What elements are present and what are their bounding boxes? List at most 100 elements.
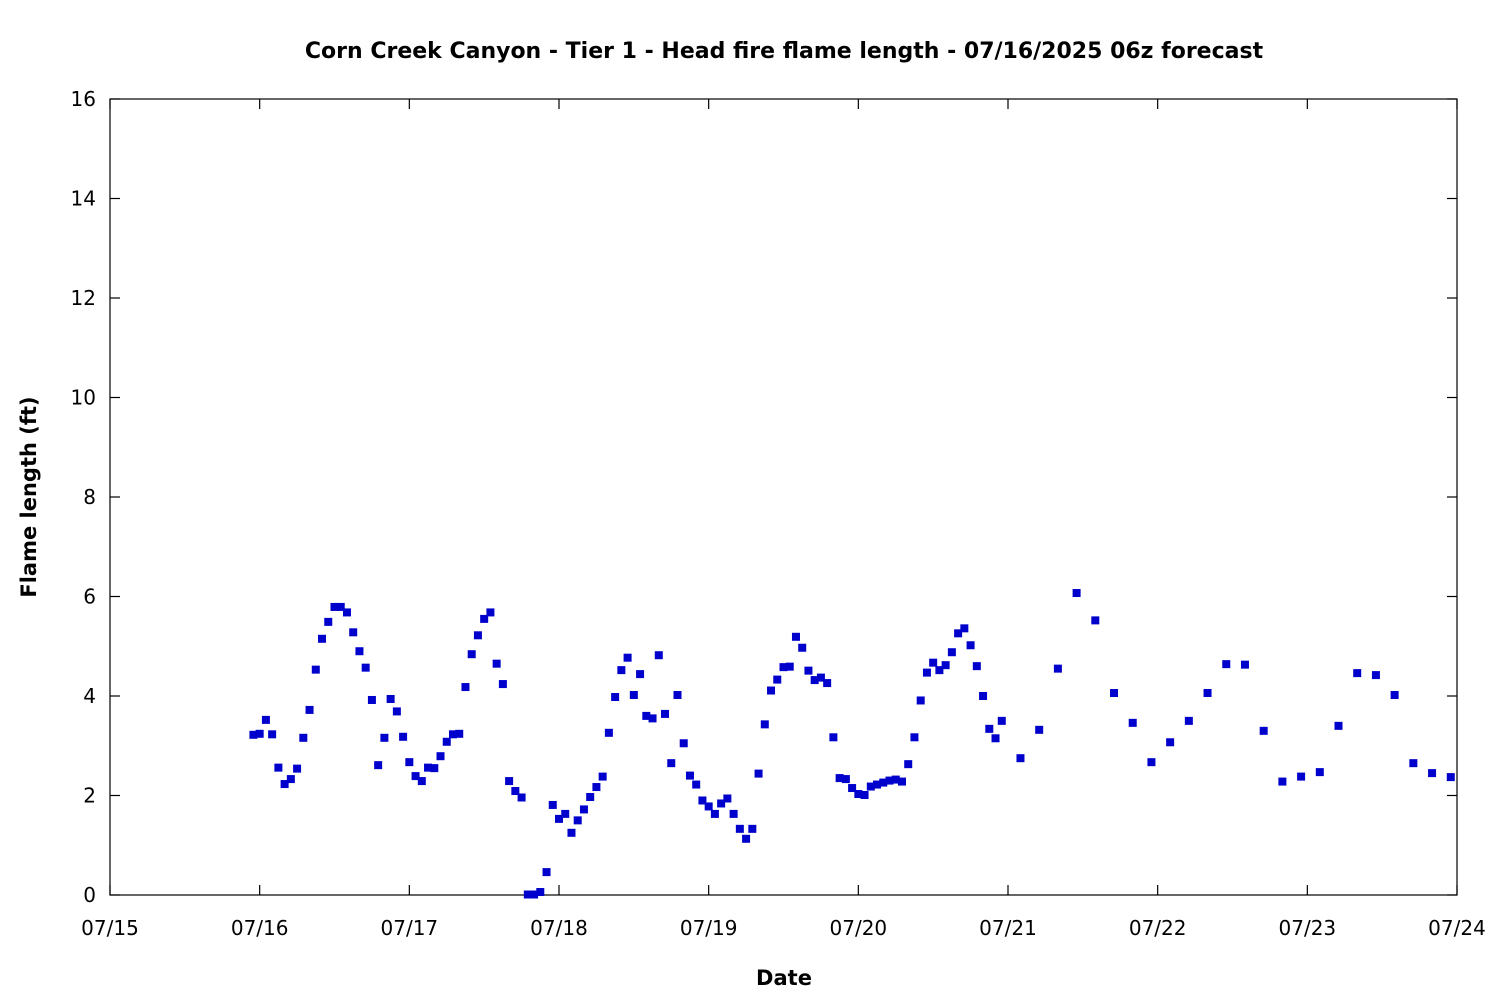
data-point xyxy=(517,793,526,802)
data-point xyxy=(904,760,913,769)
data-point xyxy=(710,809,719,818)
data-point xyxy=(991,734,1000,743)
data-point xyxy=(1428,769,1437,778)
data-point xyxy=(411,772,420,781)
data-point xyxy=(1353,669,1362,678)
data-point xyxy=(985,724,994,733)
data-point xyxy=(1072,589,1081,598)
x-tick-label: 07/24 xyxy=(1428,916,1486,940)
data-point xyxy=(735,824,744,833)
data-point xyxy=(1222,660,1231,669)
data-point xyxy=(866,782,875,791)
data-point xyxy=(1016,754,1025,763)
data-point xyxy=(249,730,258,739)
data-point xyxy=(748,824,757,833)
data-point xyxy=(1278,777,1287,786)
data-point xyxy=(717,799,726,808)
y-tick-label: 16 xyxy=(71,87,96,111)
data-point xyxy=(324,617,333,626)
data-point xyxy=(536,888,545,897)
data-point xyxy=(424,763,433,772)
data-point xyxy=(648,714,657,723)
data-point xyxy=(947,648,956,657)
data-point xyxy=(492,659,501,668)
data-point xyxy=(511,787,520,796)
y-tick-label: 12 xyxy=(71,286,96,310)
data-point xyxy=(779,663,788,672)
data-point xyxy=(854,790,863,799)
x-tick-label: 07/16 xyxy=(231,916,289,940)
data-series xyxy=(249,589,1455,899)
data-point xyxy=(417,777,426,786)
data-point xyxy=(361,663,370,672)
data-point xyxy=(548,800,557,809)
data-point xyxy=(405,758,414,767)
data-point xyxy=(617,666,626,675)
data-point xyxy=(941,661,950,670)
data-point xyxy=(430,764,439,773)
data-point xyxy=(1166,738,1175,747)
data-point xyxy=(642,711,651,720)
data-point xyxy=(910,733,919,742)
data-point xyxy=(767,686,776,695)
data-point xyxy=(673,691,682,700)
data-point xyxy=(523,890,532,899)
y-tick-label: 14 xyxy=(71,187,96,211)
data-point xyxy=(386,694,395,703)
data-point xyxy=(773,675,782,684)
data-point xyxy=(1091,616,1100,625)
data-point xyxy=(729,809,738,818)
data-point xyxy=(654,651,663,660)
data-point xyxy=(692,780,701,789)
data-point xyxy=(997,716,1006,725)
data-point xyxy=(598,772,607,781)
data-point xyxy=(1334,721,1343,730)
data-point xyxy=(330,602,339,611)
x-tick-label: 07/23 xyxy=(1279,916,1337,940)
data-point xyxy=(555,814,563,823)
data-point xyxy=(916,696,925,705)
data-point xyxy=(473,631,482,640)
data-point xyxy=(1128,718,1137,727)
data-point xyxy=(442,737,451,746)
y-tick-label: 6 xyxy=(83,585,96,609)
data-point xyxy=(879,778,888,787)
data-point xyxy=(823,679,832,688)
data-point xyxy=(897,777,906,786)
data-point xyxy=(604,728,613,737)
data-point xyxy=(742,834,751,843)
data-point xyxy=(661,709,670,718)
x-tick-label: 07/15 xyxy=(81,916,139,940)
x-tick-label: 07/18 xyxy=(530,916,588,940)
data-point xyxy=(791,632,800,641)
data-point xyxy=(922,668,931,677)
data-point xyxy=(1446,773,1455,782)
data-point xyxy=(1147,758,1156,767)
data-point xyxy=(567,828,576,837)
chart-title: Corn Creek Canyon - Tier 1 - Head fire f… xyxy=(305,39,1264,64)
data-point xyxy=(1297,772,1306,781)
data-point xyxy=(579,805,588,814)
data-point xyxy=(467,650,476,659)
data-point xyxy=(461,683,470,692)
data-point xyxy=(542,868,551,877)
data-point xyxy=(505,777,514,786)
data-point xyxy=(698,796,707,805)
y-tick-label: 8 xyxy=(83,485,96,509)
data-point xyxy=(592,783,601,792)
data-point xyxy=(804,666,813,675)
x-tick-label: 07/21 xyxy=(979,916,1037,940)
y-tick-label: 10 xyxy=(71,386,96,410)
data-point xyxy=(1371,671,1380,680)
data-point xyxy=(935,666,944,675)
data-point xyxy=(685,771,694,780)
data-point xyxy=(1110,689,1119,698)
data-point xyxy=(336,602,345,611)
data-point xyxy=(1184,716,1193,725)
y-axis: 0 2 4 6 8 10 12 14 16 xyxy=(71,87,1457,907)
data-point xyxy=(261,715,270,724)
data-point xyxy=(629,691,638,700)
data-point xyxy=(498,680,507,689)
data-point xyxy=(299,733,308,742)
data-point xyxy=(954,629,963,638)
